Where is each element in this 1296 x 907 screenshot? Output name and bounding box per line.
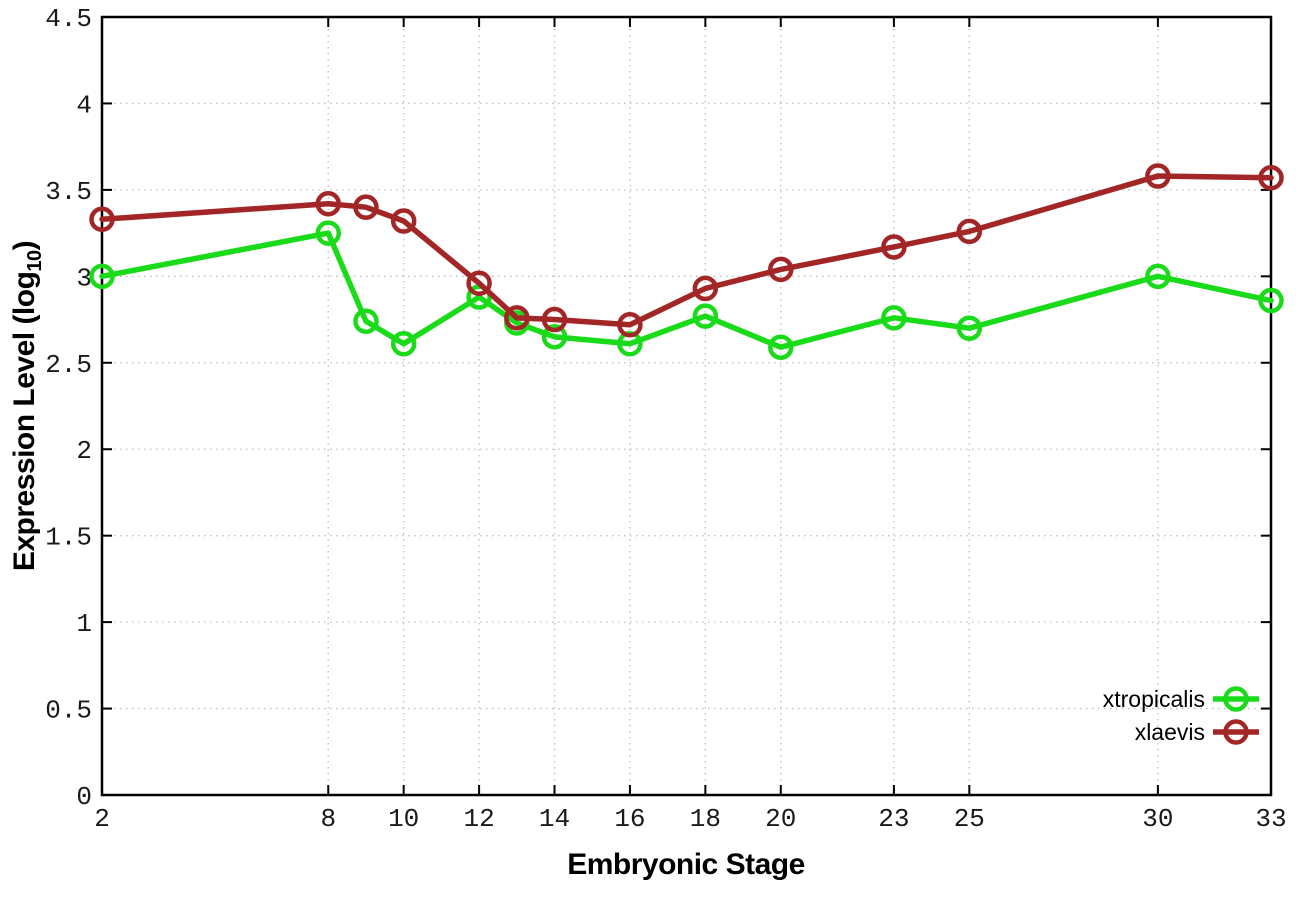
legend: xtropicalis xlaevis	[1103, 686, 1259, 745]
data-point-xtropicalis-33	[1258, 287, 1284, 314]
data-point-xlaevis-30	[1145, 163, 1171, 189]
plot-border	[100, 15, 1273, 797]
data-point-xtropicalis-25	[956, 315, 983, 341]
data-point-xlaevis-16	[617, 311, 643, 338]
data-point-xlaevis-23	[881, 234, 907, 260]
x-tick-label: 18	[690, 804, 721, 834]
x-tick-label: 12	[463, 804, 494, 834]
y-tick-label: 2	[76, 436, 92, 466]
data-point-xlaevis-33	[1258, 165, 1284, 191]
data-point-xlaevis-20	[768, 256, 794, 283]
data-point-xlaevis-13	[504, 305, 530, 331]
y-tick-label: 1.5	[45, 523, 92, 553]
data-point-xlaevis-2	[89, 206, 115, 233]
legend-marker-circle-xtropicalis	[1223, 686, 1249, 712]
y-tick-label: 0.5	[45, 696, 92, 726]
data-point-xlaevis-10	[390, 208, 417, 234]
legend-label-xlaevis: xlaevis	[1135, 719, 1205, 745]
data-point-xlaevis-9	[353, 194, 379, 220]
y-tick-label: 3.5	[45, 177, 92, 207]
data-point-xtropicalis-30	[1145, 263, 1171, 290]
series-line-xlaevis	[99, 173, 1274, 328]
data-point-xtropicalis-8	[315, 220, 342, 246]
x-tick-label: 23	[878, 804, 909, 834]
y-tick-label: 4.5	[45, 4, 92, 34]
tick-labels: 2 8 10 12 14 16 18 20 23 25 30 33 0 0.5 1 1.5 2 2.5 3 3.5 4 4…	[45, 4, 1286, 834]
data-series	[89, 163, 1284, 360]
legend-label-xtropicalis: xtropicalis	[1103, 686, 1205, 712]
legend-marker-circle-xlaevis	[1223, 719, 1249, 745]
data-point-xlaevis-14	[541, 306, 568, 333]
y-tick-label: 2.5	[45, 350, 92, 380]
data-point-xtropicalis-10	[390, 331, 417, 357]
y-tick-label: 0	[76, 782, 92, 812]
data-point-xtropicalis-14	[541, 324, 568, 350]
data-point-xlaevis-8	[315, 190, 342, 217]
axis-ticks	[101, 16, 1272, 796]
x-tick-label: 14	[539, 804, 570, 834]
x-tick-label: 25	[954, 804, 985, 834]
data-point-xlaevis-12	[466, 270, 492, 296]
data-point-xlaevis-25	[956, 218, 983, 245]
x-tick-label: 2	[94, 804, 110, 834]
data-point-xtropicalis-9	[353, 308, 379, 335]
data-point-xtropicalis-23	[881, 305, 907, 331]
gridlines	[102, 17, 1271, 795]
y-tick-label: 1	[76, 609, 92, 639]
data-point-xtropicalis-20	[768, 334, 794, 360]
x-tick-label: 16	[614, 804, 645, 834]
y-tick-label: 3	[76, 263, 92, 293]
series-line-xtropicalis	[99, 230, 1274, 350]
x-tick-label: 33	[1255, 804, 1286, 834]
x-axis-title: Embryonic Stage	[567, 848, 805, 881]
data-point-xtropicalis-2	[89, 263, 115, 290]
data-point-xlaevis-18	[692, 275, 719, 302]
x-tick-label: 20	[765, 804, 796, 834]
data-point-xtropicalis-18	[692, 303, 719, 329]
y-tick-label: 4	[76, 90, 92, 120]
x-tick-label: 10	[388, 804, 419, 834]
x-tick-label: 30	[1142, 804, 1173, 834]
x-tick-label: 8	[320, 804, 336, 834]
y-axis-title: Expression Level (log10)	[8, 241, 46, 571]
